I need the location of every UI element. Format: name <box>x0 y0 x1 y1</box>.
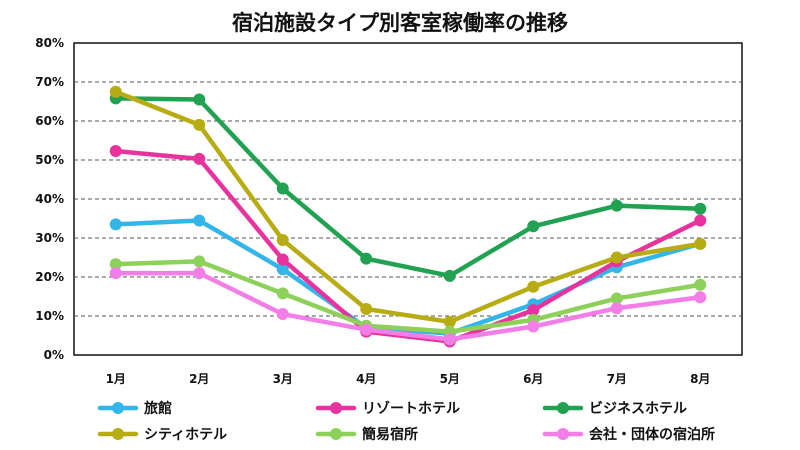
data-point <box>193 93 206 106</box>
series-line <box>113 96 703 279</box>
data-point <box>443 315 456 328</box>
data-point <box>443 269 456 282</box>
legend-marker <box>330 428 342 440</box>
data-point <box>694 237 707 250</box>
legend-item: シティホテル <box>97 427 227 443</box>
data-point <box>276 308 289 321</box>
data-point <box>360 302 373 315</box>
data-point <box>109 258 122 271</box>
data-point <box>193 267 206 280</box>
x-tick-label: 2月 <box>189 372 209 386</box>
data-point <box>109 267 122 280</box>
series-line <box>113 259 703 334</box>
legend-item: ビジネスホテル <box>542 401 687 417</box>
legend-marker <box>112 402 124 414</box>
y-axis-ticks: 0% 10% 20% 30% 40% 50% 60% 70% 80% <box>35 36 64 362</box>
legend-label: ビジネスホテル <box>589 401 687 417</box>
y-tick-label: 70% <box>35 75 64 89</box>
series-2 <box>109 92 707 282</box>
data-point <box>360 323 373 336</box>
x-axis-ticks: 1月 2月 3月 4月 5月 6月 7月 8月 <box>106 372 711 386</box>
y-tick-label: 50% <box>35 153 64 167</box>
data-point <box>193 214 206 227</box>
series-line <box>113 148 703 344</box>
data-point <box>276 182 289 195</box>
legend-item: 簡易宿所 <box>315 426 418 443</box>
data-point <box>109 145 122 158</box>
x-tick-label: 3月 <box>273 372 293 386</box>
y-tick-label: 0% <box>44 348 64 362</box>
data-point <box>694 291 707 304</box>
data-point <box>694 214 707 227</box>
series-line <box>113 89 703 325</box>
legend-item: リゾートホテル <box>315 400 460 417</box>
legend-item: 旅館 <box>97 400 172 417</box>
data-point <box>527 220 540 233</box>
series-3 <box>109 85 707 328</box>
data-point <box>109 218 122 231</box>
y-tick-label: 40% <box>35 192 64 206</box>
legend-label: 旅館 <box>144 400 172 417</box>
legend-item: 会社・団体の宿泊所 <box>542 426 715 443</box>
x-tick-label: 8月 <box>690 372 710 386</box>
data-point <box>610 292 623 305</box>
data-point <box>527 320 540 333</box>
data-point <box>610 199 623 212</box>
x-tick-label: 5月 <box>440 372 460 386</box>
legend-label: 簡易宿所 <box>362 426 418 443</box>
chart-title: 宿泊施設タイプ別客室稼働率の推移 <box>232 11 568 35</box>
data-point <box>694 278 707 291</box>
y-tick-label: 60% <box>35 114 64 128</box>
data-point <box>610 302 623 315</box>
legend-label: 会社・団体の宿泊所 <box>589 426 715 443</box>
y-tick-label: 20% <box>35 270 64 284</box>
legend-marker <box>112 428 124 440</box>
legend-label: シティホテル <box>144 427 227 443</box>
data-point <box>527 304 540 317</box>
legend-marker <box>330 402 342 414</box>
data-point <box>193 255 206 268</box>
x-tick-label: 6月 <box>523 372 543 386</box>
x-tick-label: 4月 <box>356 372 376 386</box>
y-tick-label: 10% <box>35 309 64 323</box>
data-point <box>360 252 373 265</box>
legend-label: リゾートホテル <box>362 400 460 417</box>
data-point <box>276 287 289 300</box>
series-layer <box>109 85 707 348</box>
data-point <box>276 253 289 266</box>
data-point <box>610 251 623 264</box>
gridlines <box>74 81 742 317</box>
data-point <box>193 152 206 165</box>
data-point <box>443 333 456 346</box>
series-line <box>113 270 703 342</box>
legend-marker <box>557 428 569 440</box>
data-point <box>694 202 707 215</box>
y-tick-label: 30% <box>35 231 64 245</box>
x-tick-label: 1月 <box>106 372 126 386</box>
y-tick-label: 80% <box>35 36 64 50</box>
x-tick-label: 7月 <box>607 372 627 386</box>
data-point <box>527 280 540 293</box>
data-point <box>109 85 122 98</box>
data-point <box>276 263 289 276</box>
legend-marker <box>557 402 569 414</box>
data-point <box>193 118 206 131</box>
series-5 <box>109 267 707 346</box>
data-point <box>276 233 289 246</box>
